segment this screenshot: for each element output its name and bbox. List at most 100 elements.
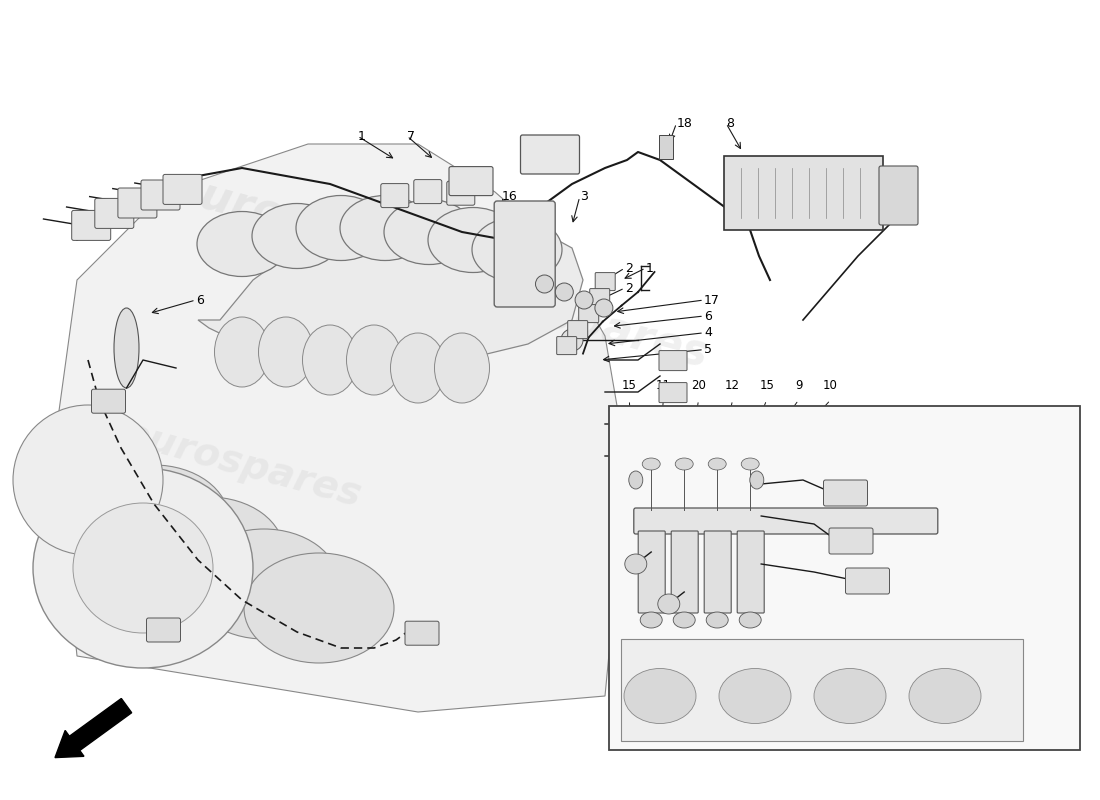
FancyBboxPatch shape bbox=[568, 321, 587, 338]
Text: 1: 1 bbox=[358, 130, 365, 142]
Ellipse shape bbox=[640, 612, 662, 628]
Ellipse shape bbox=[122, 617, 142, 631]
FancyBboxPatch shape bbox=[846, 568, 890, 594]
FancyBboxPatch shape bbox=[659, 350, 688, 370]
FancyBboxPatch shape bbox=[671, 531, 698, 613]
Ellipse shape bbox=[103, 571, 117, 581]
Ellipse shape bbox=[673, 612, 695, 628]
FancyBboxPatch shape bbox=[557, 337, 576, 354]
FancyBboxPatch shape bbox=[829, 528, 873, 554]
FancyBboxPatch shape bbox=[414, 179, 442, 203]
Ellipse shape bbox=[258, 317, 314, 387]
FancyBboxPatch shape bbox=[638, 531, 666, 613]
Text: 6: 6 bbox=[196, 294, 204, 306]
FancyBboxPatch shape bbox=[595, 273, 615, 290]
FancyBboxPatch shape bbox=[449, 166, 493, 195]
Ellipse shape bbox=[556, 283, 573, 301]
Ellipse shape bbox=[561, 329, 583, 351]
Text: 12: 12 bbox=[725, 379, 740, 392]
FancyArrow shape bbox=[55, 698, 132, 758]
Ellipse shape bbox=[252, 203, 342, 269]
Ellipse shape bbox=[814, 669, 886, 723]
Text: eurospares: eurospares bbox=[166, 167, 450, 281]
Ellipse shape bbox=[79, 465, 229, 575]
Text: 11: 11 bbox=[656, 379, 671, 392]
FancyBboxPatch shape bbox=[579, 305, 598, 322]
Ellipse shape bbox=[741, 458, 759, 470]
Text: 2: 2 bbox=[625, 282, 632, 294]
FancyBboxPatch shape bbox=[704, 531, 732, 613]
Ellipse shape bbox=[33, 468, 253, 668]
Ellipse shape bbox=[340, 195, 430, 261]
Ellipse shape bbox=[625, 554, 647, 574]
FancyBboxPatch shape bbox=[608, 406, 1080, 750]
FancyBboxPatch shape bbox=[879, 166, 918, 225]
FancyBboxPatch shape bbox=[141, 180, 180, 210]
Ellipse shape bbox=[189, 529, 339, 639]
Ellipse shape bbox=[428, 207, 518, 273]
Text: 7: 7 bbox=[407, 130, 415, 142]
Text: 13: 13 bbox=[930, 486, 944, 498]
Ellipse shape bbox=[346, 325, 402, 395]
Ellipse shape bbox=[719, 669, 791, 723]
Text: 9: 9 bbox=[795, 379, 802, 392]
Text: 15: 15 bbox=[772, 566, 786, 578]
Ellipse shape bbox=[244, 553, 394, 663]
Ellipse shape bbox=[675, 458, 693, 470]
FancyBboxPatch shape bbox=[72, 210, 111, 240]
Text: eurospares: eurospares bbox=[119, 414, 365, 514]
Text: 15: 15 bbox=[621, 379, 637, 392]
Text: 20: 20 bbox=[691, 379, 706, 392]
FancyBboxPatch shape bbox=[494, 201, 556, 307]
Text: eurospares: eurospares bbox=[695, 425, 889, 503]
FancyBboxPatch shape bbox=[95, 198, 134, 229]
Ellipse shape bbox=[197, 211, 287, 277]
Text: 10: 10 bbox=[823, 379, 838, 392]
Ellipse shape bbox=[384, 199, 474, 265]
Ellipse shape bbox=[575, 291, 593, 309]
Text: 19: 19 bbox=[952, 654, 966, 666]
Text: 2: 2 bbox=[625, 262, 632, 274]
Ellipse shape bbox=[750, 471, 763, 489]
FancyBboxPatch shape bbox=[659, 414, 688, 434]
Text: 17: 17 bbox=[704, 294, 719, 306]
Ellipse shape bbox=[708, 458, 726, 470]
FancyBboxPatch shape bbox=[405, 621, 439, 645]
Text: 4: 4 bbox=[704, 326, 712, 339]
Text: 1: 1 bbox=[646, 262, 653, 274]
Text: 15: 15 bbox=[759, 379, 774, 392]
Ellipse shape bbox=[642, 458, 660, 470]
Polygon shape bbox=[55, 144, 627, 712]
Text: 6: 6 bbox=[704, 310, 712, 322]
FancyBboxPatch shape bbox=[634, 508, 938, 534]
Ellipse shape bbox=[624, 669, 696, 723]
Ellipse shape bbox=[434, 333, 490, 403]
FancyBboxPatch shape bbox=[659, 446, 688, 466]
Ellipse shape bbox=[390, 333, 446, 403]
FancyBboxPatch shape bbox=[620, 639, 1023, 741]
Ellipse shape bbox=[13, 405, 163, 555]
Text: 3: 3 bbox=[580, 190, 587, 203]
Text: 18: 18 bbox=[676, 117, 692, 130]
Text: 8: 8 bbox=[726, 117, 734, 130]
Ellipse shape bbox=[658, 594, 680, 614]
Ellipse shape bbox=[302, 325, 358, 395]
Ellipse shape bbox=[214, 317, 270, 387]
Text: 16: 16 bbox=[502, 190, 517, 203]
FancyBboxPatch shape bbox=[118, 188, 157, 218]
Ellipse shape bbox=[73, 503, 213, 633]
Ellipse shape bbox=[134, 497, 284, 607]
FancyBboxPatch shape bbox=[824, 480, 868, 506]
Ellipse shape bbox=[472, 217, 562, 282]
Ellipse shape bbox=[595, 299, 613, 317]
Ellipse shape bbox=[296, 195, 386, 261]
Ellipse shape bbox=[909, 669, 981, 723]
FancyBboxPatch shape bbox=[146, 618, 180, 642]
Text: 15: 15 bbox=[894, 486, 909, 498]
Polygon shape bbox=[198, 216, 583, 368]
Text: 14: 14 bbox=[952, 630, 966, 642]
FancyBboxPatch shape bbox=[520, 135, 580, 174]
Ellipse shape bbox=[629, 471, 642, 489]
Ellipse shape bbox=[114, 308, 139, 388]
FancyBboxPatch shape bbox=[381, 183, 409, 207]
